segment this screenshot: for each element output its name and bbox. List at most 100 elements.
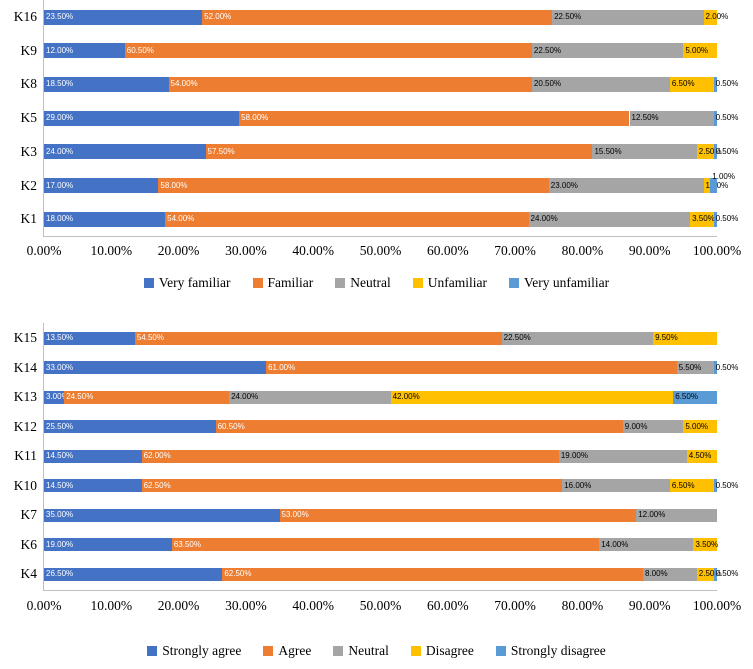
bar-value-label: 3.00%: [46, 392, 69, 401]
bar-value-label: 22.50%: [503, 333, 531, 342]
bar-segment-neutral: [636, 508, 717, 522]
bar-value-label: 6.50%: [671, 480, 695, 490]
x-axis-tick-label: 20.00%: [157, 243, 200, 258]
bar-segment-familiar: [205, 144, 593, 160]
bar-segment-strongly-agree: [44, 361, 267, 374]
bar-value-label: 19.00%: [46, 539, 74, 549]
legend-label-unfamiliar: Unfamiliar: [427, 275, 487, 290]
legend-label-familiar: Familiar: [267, 275, 314, 290]
bar-value-label: 60.50%: [217, 421, 245, 431]
x-axis-tick-label: 0.00%: [26, 598, 62, 613]
bar-segment-familiar: [168, 76, 532, 92]
bar-value-label: 29.00%: [46, 113, 74, 123]
legend-item-strongly-agree: Strongly agree: [147, 643, 241, 659]
bar-value-label: 33.00%: [46, 362, 74, 372]
bar-segment-agree: [171, 538, 600, 551]
bar-segment-agree: [222, 567, 643, 581]
bar-value-label: 62.50%: [143, 480, 171, 490]
x-axis-tick-label: 40.00%: [292, 598, 334, 613]
bar-value-label: 58.00%: [160, 180, 188, 190]
bar-value-label: 61.00%: [268, 362, 296, 372]
legend-swatch-neutral: [335, 278, 346, 288]
bar-value-label: 0.50%: [715, 214, 739, 224]
bar-segment-very-unfamiliar: [713, 211, 717, 227]
x-axis-tick-label: 50.00%: [359, 598, 402, 613]
category-label-k2: K2: [20, 177, 38, 193]
bar-segment-neutral: [676, 361, 714, 374]
bar-value-label: 15.50%: [594, 146, 622, 156]
bar-value-label: 0.50%: [715, 569, 739, 578]
bar-value-label: 9.00%: [624, 421, 648, 431]
bar-value-label: 5.00%: [685, 421, 709, 431]
bar-segment-unfamiliar: [703, 178, 711, 193]
x-axis-tick-label: 50.00%: [359, 243, 402, 258]
bar-value-label: 24.00%: [231, 392, 259, 401]
bar-segment-familiar: [165, 211, 529, 227]
chart-legend: Very familiar Familiar Neutral Unfamiliar Ve…: [0, 274, 753, 292]
x-axis-tick-label: 10.00%: [90, 598, 133, 613]
bar-value-label: 60.50%: [126, 45, 154, 55]
bar-segment-disagree: [669, 479, 714, 492]
bar-segment-very-unfamiliar: [710, 178, 717, 193]
category-axis-line: [43, 323, 44, 590]
familiarity-stacked-bar-chart: K16 23.50% 52.00% 22.50% 2.00% K9 12.00% 60.50%…: [0, 0, 753, 300]
bar-segment-familiar: [124, 43, 532, 59]
category-label-k1: K1: [20, 211, 38, 227]
agreement-stacked-bar-chart: K15 13.50% 54.50% 22.50% 9.50% K14 33.00% 61.00…: [0, 309, 753, 669]
bar-value-label: 2.00%: [705, 12, 729, 21]
bar-value-label: 23.50%: [46, 12, 74, 21]
legend-item-familiar: Familiar: [252, 275, 314, 291]
value-axis-line: [43, 236, 717, 237]
legend-swatch-strongly-agree: [147, 646, 158, 656]
x-axis-tick-label: 80.00%: [561, 598, 604, 613]
bar-value-label: 24.00%: [46, 146, 74, 156]
bar-segment-very-unfamiliar: [713, 144, 717, 160]
bar-value-label: 1.00%: [712, 171, 735, 181]
bar-value-label: 0.50%: [715, 113, 739, 123]
bar-segment-very-familiar: [44, 9, 203, 25]
bar-segment-strongly-agree: [44, 390, 65, 404]
bar-value-label: 26.50%: [46, 569, 74, 578]
x-axis-tick-label: 30.00%: [225, 243, 267, 258]
bar-value-label: 19.00%: [560, 451, 588, 460]
legend-label-strongly-agree: Strongly agree: [162, 643, 242, 658]
bar-segment-agree: [134, 331, 502, 345]
bar-value-label: 0.50%: [715, 146, 739, 156]
bar-value-label: 12.50%: [631, 113, 659, 123]
bar-segment-very-familiar: [44, 110, 240, 126]
category-label-k4: K4: [20, 566, 38, 581]
legend-swatch-agree: [263, 646, 274, 656]
bar-value-label: 62.50%: [224, 569, 252, 578]
legend-swatch-familiar: [252, 278, 263, 288]
x-axis-tick-label: 0.00%: [26, 243, 62, 258]
bar-value-label: 35.00%: [46, 510, 74, 519]
bar-value-label: 17.00%: [46, 180, 74, 190]
bar-segment-unfamiliar: [683, 43, 717, 59]
bar-value-label: 14.50%: [46, 480, 74, 490]
x-axis-tick-label: 80.00%: [561, 243, 604, 258]
legend-label-very-unfamiliar: Very unfamiliar: [523, 275, 610, 290]
bar-value-label: 5.00%: [685, 45, 709, 55]
bar-segment-very-familiar: [44, 178, 159, 193]
bar-segment-strongly-agree: [44, 449, 142, 463]
category-label-k14: K14: [13, 359, 37, 375]
bar-segment-unfamiliar: [690, 211, 714, 227]
bar-value-label: 3.50%: [695, 539, 719, 549]
bar-segment-agree: [141, 449, 559, 463]
category-label-k7: K7: [20, 507, 38, 522]
bar-segment-strongly-disagree: [673, 390, 717, 404]
bar-value-label: 24.00%: [530, 214, 558, 224]
bar-segment-neutral: [629, 110, 714, 126]
bar-segment-unfamiliar: [703, 9, 717, 25]
x-axis-tick-label: 20.00%: [157, 598, 200, 613]
bar-segment-strongly-agree: [44, 508, 280, 522]
bar-value-label: 53.00%: [281, 510, 309, 519]
bar-segment-very-familiar: [44, 43, 125, 59]
bar-segment-disagree: [686, 449, 717, 463]
bar-segment-neutral: [599, 538, 694, 551]
bar-segment-neutral: [592, 144, 697, 160]
bar-segment-neutral: [558, 449, 687, 463]
category-label-k8: K8: [20, 76, 38, 92]
legend-swatch-disagree: [410, 646, 421, 656]
bar-value-label: 12.00%: [638, 510, 666, 519]
